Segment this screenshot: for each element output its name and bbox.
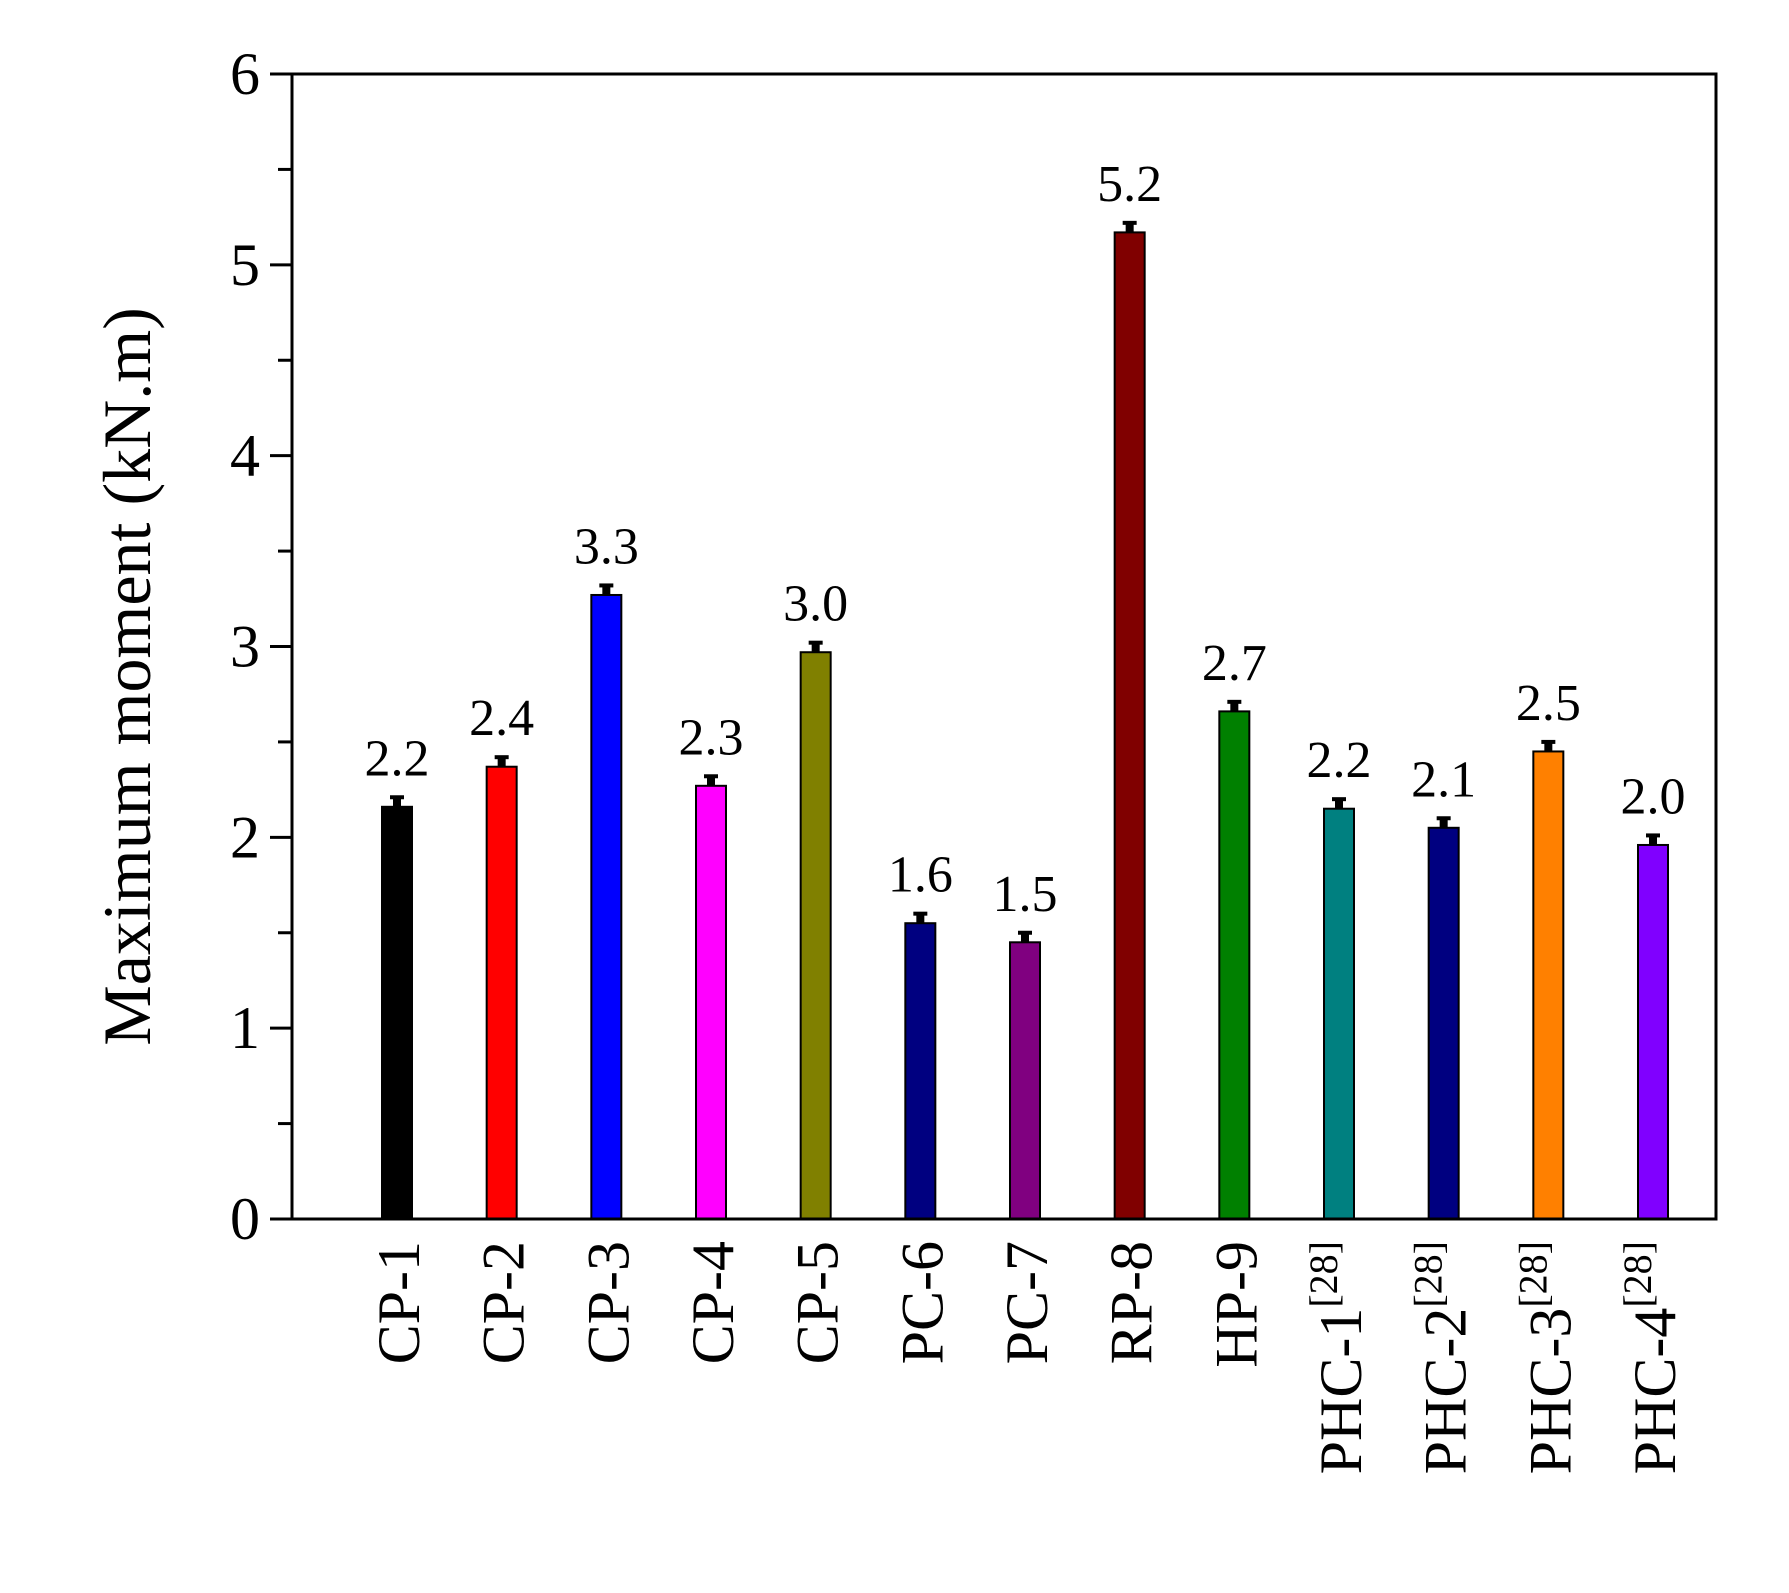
data-label: 2.3: [679, 709, 744, 766]
x-tick-label: PHC-3[28]: [1510, 1241, 1583, 1474]
y-tick-label: 6: [230, 41, 260, 107]
data-label: 3.0: [783, 576, 848, 633]
data-label: 2.2: [365, 730, 430, 787]
x-tick-label: CP-4: [680, 1241, 746, 1364]
x-tick-label: CP-1: [366, 1241, 432, 1364]
data-label: 2.1: [1411, 751, 1476, 808]
y-tick-label: 0: [230, 1186, 260, 1252]
x-tick-label: PHC-2[28]: [1406, 1241, 1479, 1474]
y-tick-label: 3: [230, 614, 260, 680]
data-labels-group: 2.2 2.4 3.3 2.3 3.0 1.6 1.5 5.2 2.7 2.2 2.1 2.5 2.0: [365, 156, 1686, 923]
bar-cp-3: [590, 593, 623, 1220]
y-tick-label: 4: [230, 423, 260, 489]
bar-pc-7: [1009, 941, 1041, 1221]
y-tick-label: 2: [230, 804, 260, 870]
bar-phc-2: [1427, 826, 1460, 1221]
data-label: 3.3: [574, 518, 639, 575]
y-ticks-group: 0 1 2 3 4 5 6: [230, 41, 292, 1252]
y-tick-label: 1: [230, 995, 260, 1061]
x-labels-group: CP-1 CP-2 CP-3 CP-4 CP-5 PC-6 PC-7 RP-8 HP-9 PHC-…: [366, 1241, 1688, 1474]
x-tick-label: CP-2: [471, 1241, 537, 1364]
bar-phc-4: [1637, 843, 1669, 1220]
bar-rp-8: [1113, 231, 1146, 1220]
x-tick-label: PC-7: [994, 1241, 1060, 1364]
data-label: 5.2: [1097, 156, 1162, 213]
bar-cp-5: [799, 651, 832, 1220]
data-label: 1.6: [888, 847, 953, 904]
data-label: 2.2: [1307, 732, 1372, 789]
data-label: 2.0: [1621, 768, 1686, 825]
data-label: 2.7: [1202, 635, 1267, 692]
x-tick-label: RP-8: [1099, 1241, 1165, 1364]
data-label: 2.5: [1516, 675, 1581, 732]
bar-phc-3: [1532, 750, 1565, 1220]
bars-group: [381, 231, 1669, 1221]
y-axis-title: Maximum moment (kN.m): [89, 307, 165, 1045]
bar-pc-6: [904, 922, 937, 1220]
y-tick-label: 5: [230, 232, 260, 298]
x-tick-label: PHC-4[28]: [1615, 1241, 1688, 1474]
bar-phc-1: [1323, 807, 1355, 1220]
x-tick-label: CP-3: [575, 1241, 641, 1364]
x-tick-label: PC-6: [889, 1241, 955, 1364]
x-tick-label: PHC-1[28]: [1301, 1241, 1374, 1474]
x-tick-label: HP-9: [1203, 1241, 1269, 1368]
bar-cp-2: [485, 765, 518, 1220]
data-label: 1.5: [993, 866, 1058, 923]
error-bars-group: [390, 220, 1660, 943]
data-label: 2.4: [469, 690, 534, 747]
x-tick-label: CP-5: [785, 1241, 851, 1364]
bar-cp-1: [381, 805, 413, 1220]
bar-cp-4: [695, 784, 727, 1221]
bar-hp-9: [1218, 710, 1251, 1221]
